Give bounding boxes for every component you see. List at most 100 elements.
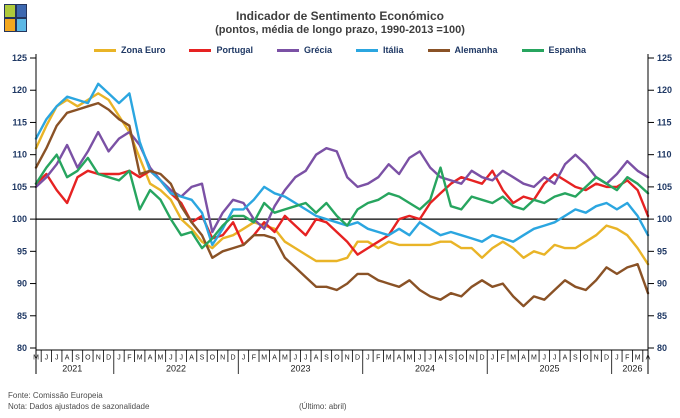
month-label: M	[261, 355, 267, 362]
month-label: N	[96, 355, 101, 362]
logo-cell-lime	[5, 5, 15, 17]
legend-swatch	[427, 48, 450, 52]
month-label: F	[501, 355, 505, 362]
year-label: 2023	[290, 364, 310, 374]
y-tick-label-right: 90	[657, 279, 667, 289]
year-label: 2025	[539, 364, 559, 374]
year-label: 2024	[415, 364, 435, 374]
month-label: D	[231, 355, 236, 362]
month-label: M	[510, 355, 516, 362]
legend-swatch	[189, 48, 212, 52]
month-label: J	[45, 355, 49, 362]
month-label: J	[294, 355, 298, 362]
month-label: S	[449, 355, 454, 362]
series-line-itália	[34, 82, 650, 247]
month-label: F	[625, 355, 629, 362]
month-label: A	[148, 355, 153, 362]
legend-item-alemanha: Alemanha	[427, 45, 498, 55]
month-label: J	[543, 355, 547, 362]
month-label: J	[418, 355, 422, 362]
y-tick-label-left: 110	[12, 150, 27, 160]
month-label: S	[200, 355, 205, 362]
legend-swatch	[276, 48, 299, 52]
year-label: 2021	[62, 364, 82, 374]
month-label: N	[345, 355, 350, 362]
legend-swatch	[93, 48, 116, 52]
y-tick-label-left: 125	[12, 53, 27, 63]
month-label: J	[428, 355, 432, 362]
logo-cell-cyan	[16, 19, 26, 31]
y-tick-label-right: 95	[657, 246, 667, 256]
footer-latest: (Último: abril)	[299, 402, 347, 411]
legend-label: Portugal	[216, 45, 253, 55]
year-label: 2022	[166, 364, 186, 374]
month-label: J	[304, 355, 308, 362]
legend-label: Alemanha	[454, 45, 498, 55]
y-tick-label-right: 125	[657, 53, 672, 63]
month-label: A	[189, 355, 194, 362]
month-label: S	[75, 355, 80, 362]
y-tick-label-left: 100	[12, 214, 27, 224]
month-label: M	[137, 355, 143, 362]
footer-source: Fonte: Comissão Europeia	[8, 391, 103, 400]
month-label: A	[521, 355, 526, 362]
legend-item-zona-euro: Zona Euro	[93, 45, 166, 55]
legend-item-grécia: Grécia	[276, 45, 332, 55]
y-tick-label-right: 120	[657, 85, 672, 95]
month-label: A	[314, 355, 319, 362]
month-label: S	[324, 355, 329, 362]
y-tick-label-left: 115	[12, 117, 27, 127]
month-label: D	[355, 355, 360, 362]
y-tick-label-left: 120	[12, 85, 27, 95]
month-label: S	[573, 355, 578, 362]
legend-label: Espanha	[548, 45, 587, 55]
month-label: A	[397, 355, 402, 362]
month-label: N	[220, 355, 225, 362]
chart-subtitle: (pontos, média de longo prazo, 1990-2013…	[215, 24, 465, 36]
legend: Zona Euro Portugal Grécia Itália Alemanha Esp…	[0, 45, 680, 55]
chart-title: Indicador de Sentimento Económico	[235, 9, 445, 23]
month-label: M	[33, 355, 39, 362]
month-label: J	[553, 355, 557, 362]
y-tick-label-left: 90	[17, 279, 27, 289]
month-label: M	[158, 355, 164, 362]
y-tick-label-left: 85	[17, 311, 27, 321]
month-label: N	[594, 355, 599, 362]
month-label: A	[438, 355, 443, 362]
month-label: J	[242, 355, 246, 362]
legend-item-espanha: Espanha	[521, 45, 587, 55]
legend-label: Grécia	[303, 45, 332, 55]
month-label: J	[366, 355, 370, 362]
month-label: M	[407, 355, 413, 362]
series-line-grécia	[34, 130, 650, 234]
y-tick-label-right: 110	[657, 150, 672, 160]
month-label: O	[459, 355, 465, 362]
y-tick-label-right: 105	[657, 182, 672, 192]
month-label: D	[480, 355, 485, 362]
month-label: N	[469, 355, 474, 362]
month-label: J	[491, 355, 495, 362]
month-label: F	[127, 355, 131, 362]
series-line-portugal	[34, 169, 650, 256]
month-label: A	[65, 355, 70, 362]
y-tick-label-left: 95	[17, 246, 27, 256]
year-label: 2026	[622, 364, 642, 374]
month-label: J	[117, 355, 121, 362]
y-tick-label-left: 105	[12, 182, 27, 192]
y-tick-label-right: 115	[657, 117, 672, 127]
month-label: D	[604, 355, 609, 362]
legend-label: Zona Euro	[120, 45, 166, 55]
legend-label: Itália	[383, 45, 404, 55]
footer-note: Nota: Dados ajustados de sazonalidade	[8, 402, 150, 411]
month-label: J	[169, 355, 173, 362]
legend-item-portugal: Portugal	[189, 45, 253, 55]
app-logo	[4, 4, 27, 32]
month-label: A	[563, 355, 568, 362]
month-label: O	[334, 355, 340, 362]
series-line-zona-euro	[34, 92, 650, 266]
month-label: J	[615, 355, 619, 362]
series-line-alemanha	[34, 101, 650, 308]
month-label: J	[55, 355, 59, 362]
